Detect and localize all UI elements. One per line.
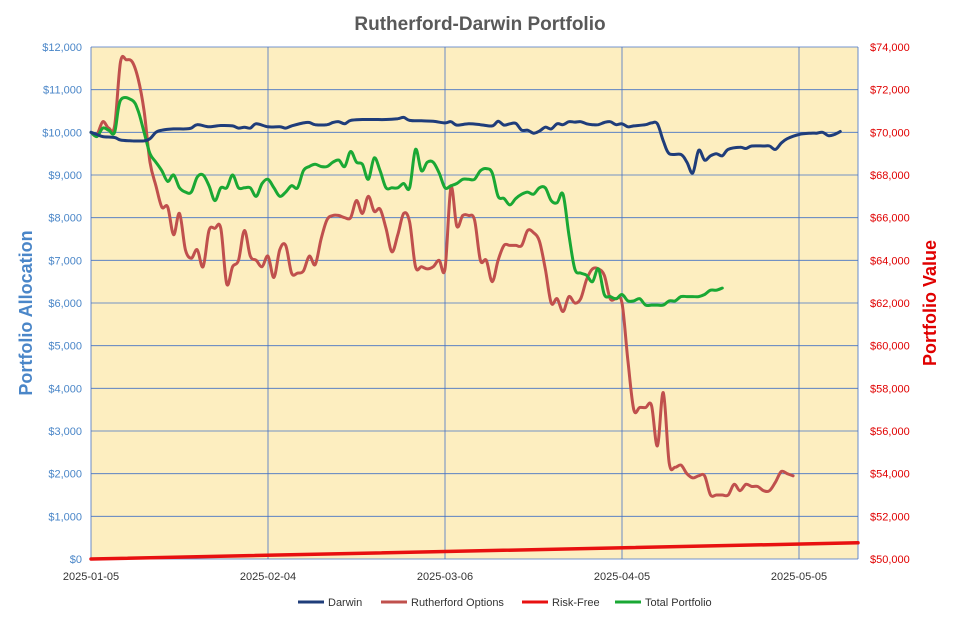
- gridlines: [90, 46, 859, 560]
- series-line-total-portfolio: [89, 96, 724, 308]
- y-right-tick-label: $54,000: [870, 469, 910, 481]
- legend-label: Darwin: [328, 597, 362, 609]
- y-right-tick-label: $50,000: [870, 554, 910, 566]
- y-right-tick-label: $56,000: [870, 426, 910, 438]
- series-line-risk-free: [89, 541, 860, 561]
- chart-title: Rutherford-Darwin Portfolio: [354, 14, 605, 35]
- tick-labels: $0 $1,000 $2,000 $3,000 $4,000 $5,000 $6,000 $7…: [42, 42, 910, 583]
- legend-label: Rutherford Options: [411, 597, 504, 609]
- y-right-tick-label: $52,000: [870, 511, 910, 523]
- y-right-tick-label: $72,000: [870, 85, 910, 97]
- y-left-tick-label: $10,000: [42, 127, 82, 139]
- x-tick-label: 2025-05-05: [771, 571, 827, 583]
- y-right-tick-label: $62,000: [870, 298, 910, 310]
- y-right-tick-label: $74,000: [870, 42, 910, 54]
- y-left-tick-label: $12,000: [42, 42, 82, 54]
- y-left-tick-label: $0: [70, 554, 82, 566]
- y-left-tick-label: $5,000: [48, 341, 82, 353]
- x-tick-label: 2025-02-04: [240, 571, 296, 583]
- y-left-tick-label: $1,000: [48, 511, 82, 523]
- series-lines: [89, 54, 860, 561]
- x-tick-label: 2025-01-05: [63, 571, 119, 583]
- y-left-tick-label: $3,000: [48, 426, 82, 438]
- y-right-tick-label: $60,000: [870, 341, 910, 353]
- x-tick-label: 2025-04-05: [594, 571, 650, 583]
- legend-label: Total Portfolio: [645, 597, 712, 609]
- y-left-tick-label: $4,000: [48, 383, 82, 395]
- y-axis-left-label: Portfolio Allocation: [16, 230, 36, 395]
- y-left-tick-label: $8,000: [48, 213, 82, 225]
- y-axis-right-label: Portfolio Value: [920, 240, 940, 366]
- y-left-tick-label: $2,000: [48, 469, 82, 481]
- y-left-tick-label: $11,000: [43, 85, 82, 97]
- series-line-rutherford-options: [89, 54, 795, 498]
- y-left-tick-label: $7,000: [48, 255, 82, 267]
- legend-item-total-portfolio: Total Portfolio: [615, 597, 712, 609]
- y-left-tick-label: $9,000: [48, 170, 82, 182]
- legend-item-darwin: Darwin: [298, 597, 362, 609]
- y-right-tick-label: $66,000: [870, 213, 910, 225]
- y-right-tick-label: $58,000: [870, 383, 910, 395]
- y-left-tick-label: $6,000: [48, 298, 82, 310]
- series-line-darwin: [89, 115, 842, 175]
- y-right-tick-label: $68,000: [870, 170, 910, 182]
- y-right-tick-label: $70,000: [870, 127, 910, 139]
- legend: Darwin Rutherford Options Risk-Free Total P…: [298, 597, 712, 609]
- x-tick-label: 2025-03-06: [417, 571, 473, 583]
- legend-item-risk-free: Risk-Free: [522, 597, 600, 609]
- legend-label: Risk-Free: [552, 597, 600, 609]
- y-right-tick-label: $64,000: [870, 255, 910, 267]
- legend-item-rutherford-options: Rutherford Options: [381, 597, 504, 609]
